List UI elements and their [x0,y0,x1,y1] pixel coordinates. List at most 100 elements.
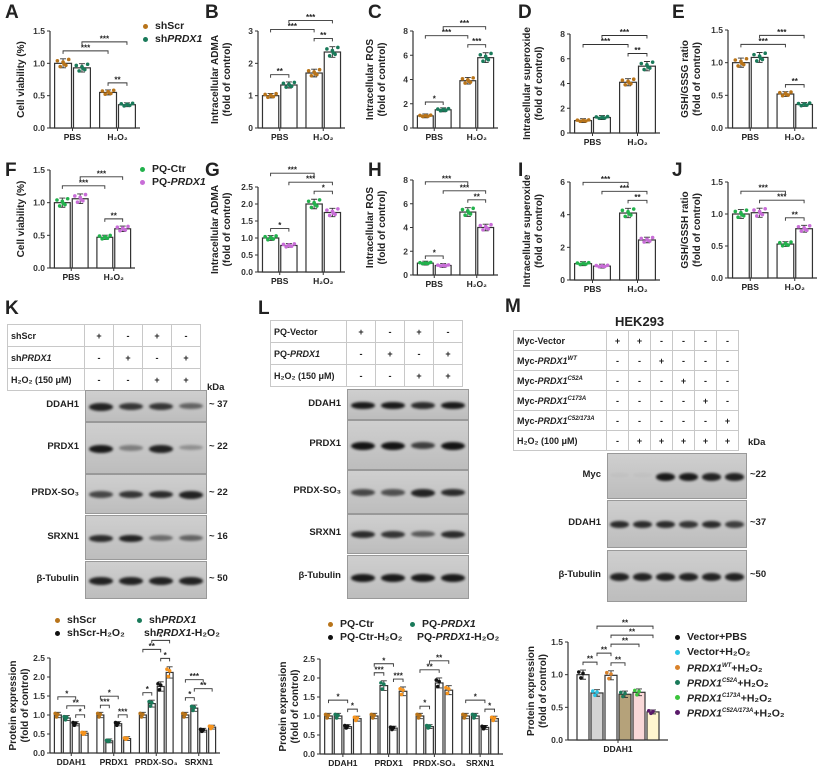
data-point [327,54,332,58]
category-label: PBS [584,137,602,147]
label-text: Vector+H₂O₂ [687,646,751,658]
condition-label: Myc-PRDX1WT [513,350,607,371]
significance-label: *** [81,43,91,52]
legend-item: shScr-H₂O₂ [55,627,137,640]
condition-label: Myc-PRDX1C173A [513,390,607,411]
data-point [77,69,81,73]
data-point [284,85,288,89]
bar [415,715,425,755]
data-point [157,688,162,692]
legend-item: PQ-Ctr [328,618,410,631]
data-point [266,237,270,242]
data-point [79,197,83,202]
significance-label: *** [79,178,89,187]
significance-label: ** [436,653,443,662]
significance-bracket [467,44,487,48]
y-tick-label: 1.5 [711,25,723,35]
data-point [325,208,329,212]
label-text: Myc- [517,375,538,386]
label-mutation: C52A [722,677,738,684]
blot-band [119,534,143,543]
blot-band [702,521,721,529]
bar [190,707,199,754]
condition-label: Myc-Vector [513,330,607,351]
y-axis-label: Intracellular ADMA(fold of control) [210,185,233,274]
category-label: PBS [426,279,444,289]
label-gene: PRDX1 [440,618,476,630]
data-point [401,688,405,692]
blot-label: β-Tubulin [36,573,79,584]
bar [776,93,795,129]
y-axis-label-line: Intracellular ROS [365,187,376,268]
panel-label-m: M [505,296,521,317]
blot-band [633,473,651,477]
legend-marker-icon [675,665,680,670]
significance-bracket [66,705,86,709]
label-gene: PRDX1 [170,176,206,188]
y-axis-label-line: Intracellular superoxide [522,27,533,140]
significance-bracket [784,217,805,221]
blot-band [725,573,744,581]
bar [398,690,408,755]
y-tick-label: 6 [560,177,565,187]
condition-mark: + [433,364,463,387]
data-point [492,716,497,720]
significance-label: ** [73,698,80,707]
significance-bracket [484,708,495,713]
data-point [575,118,580,122]
y-axis-label-line: Intracellular ADMA [210,35,221,124]
label-gene: PRDX1 [290,348,321,359]
y-tick-label: 4 [403,223,408,233]
data-point [752,208,756,212]
y-tick-label: 0 [560,128,565,138]
bar [352,718,362,755]
category-label: SRXN1 [466,758,495,768]
blot-band [149,491,173,499]
condition-mark: - [672,390,695,411]
legend-item: shScr [143,20,208,33]
y-axis-label-line: (fold of control) [20,669,31,743]
condition-mark: + [672,370,695,391]
data-point [642,240,646,244]
significance-label: *** [306,175,316,184]
significance-bracket [392,678,404,683]
legend-label: PQ-Ctr-H₂O₂ [340,631,402,644]
condition-mark: - [694,350,717,371]
data-point [446,687,451,691]
y-tick-label: 0.5 [551,702,563,712]
panel-label-a: A [5,2,19,23]
y-tick-label: 1.0 [711,209,723,219]
category-label: PBS [742,132,760,142]
significance-bracket [313,37,333,42]
data-point [166,674,171,679]
data-point [796,101,801,106]
significance-bracket [151,639,171,644]
condition-label: shScr [7,324,85,347]
data-point [192,705,197,710]
significance-bracket [582,661,598,666]
significance-label: *** [374,665,384,674]
legend-label: PQ-Ctr [152,163,186,176]
data-point [481,228,485,232]
data-point [325,716,329,720]
legend-marker-icon [675,650,680,655]
y-tick-label: 1.0 [33,198,45,208]
data-point [428,260,433,265]
significance-label: * [159,633,163,642]
significance-bracket [373,663,394,667]
condition-mark: + [171,368,201,391]
legend-marker-icon [55,618,60,623]
significance-bracket [424,101,444,105]
significance-label: *** [288,22,298,31]
label-gene: PRDX1 [687,662,723,675]
significance-label: ** [792,210,799,219]
bar [795,103,814,129]
data-point [370,716,375,720]
data-point [463,713,468,718]
y-tick-label: 1.5 [33,26,45,36]
y-tick-label: 2 [403,99,408,109]
y-tick-label: 0 [403,123,408,133]
data-point [650,60,655,64]
